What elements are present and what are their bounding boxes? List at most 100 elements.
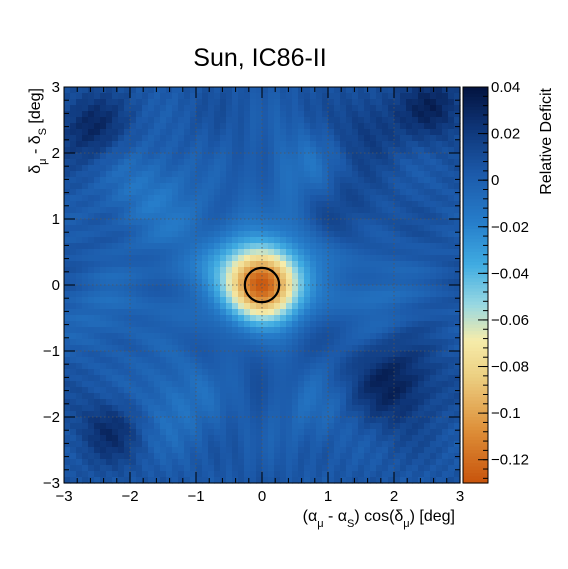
heatmap-cell: [292, 267, 299, 274]
heatmap-cell: [94, 87, 101, 94]
heatmap-cell: [226, 279, 233, 286]
heatmap-cell: [424, 111, 431, 118]
heatmap-cell: [142, 477, 149, 484]
heatmap-cell: [298, 195, 305, 202]
heatmap-cell: [286, 291, 293, 298]
x-axis-label: (αμ - αS) cos(δμ) [deg]: [303, 508, 455, 530]
heatmap-cell: [88, 381, 95, 388]
heatmap-cell: [142, 135, 149, 142]
heatmap-cell: [346, 375, 353, 382]
heatmap-cell: [250, 363, 257, 370]
heatmap-cell: [394, 195, 401, 202]
heatmap-cell: [124, 249, 131, 256]
heatmap-cell: [304, 393, 311, 400]
heatmap-cell: [178, 291, 185, 298]
heatmap-cell: [112, 177, 119, 184]
heatmap-cell: [100, 345, 107, 352]
heatmap-cell: [400, 99, 407, 106]
heatmap-cell: [166, 327, 173, 334]
heatmap-cell: [232, 201, 239, 208]
heatmap-cell: [346, 135, 353, 142]
heatmap-cell: [436, 381, 443, 388]
heatmap-cell: [382, 327, 389, 334]
heatmap-cell: [136, 417, 143, 424]
colorbar-segment: [463, 360, 488, 365]
heatmap-cell: [244, 267, 251, 274]
heatmap-cell: [178, 285, 185, 292]
heatmap-cell: [154, 195, 161, 202]
heatmap-cell: [304, 99, 311, 106]
heatmap-cell: [250, 213, 257, 220]
heatmap-cell: [118, 441, 125, 448]
heatmap-cell: [118, 327, 125, 334]
heatmap-cell: [352, 285, 359, 292]
heatmap-cell: [418, 417, 425, 424]
heatmap-cell: [196, 273, 203, 280]
heatmap-cell: [70, 357, 77, 364]
heatmap-cell: [148, 231, 155, 238]
heatmap-cell: [370, 333, 377, 340]
colorbar-segment: [463, 261, 488, 266]
heatmap-cell: [112, 375, 119, 382]
heatmap-cell: [214, 189, 221, 196]
heatmap-cell: [160, 291, 167, 298]
heatmap-cell: [340, 201, 347, 208]
heatmap-cell: [238, 471, 245, 478]
heatmap-cell: [262, 321, 269, 328]
heatmap-cell: [166, 333, 173, 340]
heatmap-cell: [112, 471, 119, 478]
heatmap-cell: [112, 453, 119, 460]
heatmap-cell: [142, 333, 149, 340]
heatmap-cell: [232, 423, 239, 430]
heatmap-cell: [424, 345, 431, 352]
heatmap-cell: [250, 147, 257, 154]
heatmap-cell: [322, 279, 329, 286]
heatmap-cell: [262, 213, 269, 220]
heatmap-cell: [370, 363, 377, 370]
colorbar-segment: [463, 238, 488, 243]
heatmap-cell: [94, 453, 101, 460]
heatmap-cell: [244, 285, 251, 292]
heatmap-cell: [118, 231, 125, 238]
heatmap-cell: [64, 363, 71, 370]
heatmap-cell: [328, 471, 335, 478]
heatmap-cell: [142, 393, 149, 400]
heatmap-cell: [400, 201, 407, 208]
heatmap-cell: [64, 237, 71, 244]
heatmap-cell: [178, 177, 185, 184]
heatmap-cell: [184, 339, 191, 346]
heatmap-cell: [190, 339, 197, 346]
heatmap-cell: [328, 201, 335, 208]
heatmap-cell: [364, 309, 371, 316]
heatmap-cell: [232, 243, 239, 250]
heatmap-cell: [106, 405, 113, 412]
heatmap-cell: [358, 213, 365, 220]
heatmap-cell: [142, 363, 149, 370]
heatmap-cell: [94, 195, 101, 202]
heatmap-cell: [64, 357, 71, 364]
heatmap-cell: [88, 375, 95, 382]
heatmap-cell: [190, 87, 197, 94]
heatmap-cell: [238, 267, 245, 274]
heatmap-cell: [268, 201, 275, 208]
heatmap-cell: [106, 237, 113, 244]
heatmap-cell: [214, 273, 221, 280]
heatmap-cell: [154, 285, 161, 292]
heatmap-cell: [310, 285, 317, 292]
heatmap-cell: [304, 459, 311, 466]
heatmap-cell: [370, 291, 377, 298]
heatmap-cell: [112, 315, 119, 322]
heatmap-cell: [352, 399, 359, 406]
heatmap-cell: [298, 441, 305, 448]
heatmap-cell: [304, 213, 311, 220]
heatmap-cell: [184, 459, 191, 466]
heatmap-cell: [310, 177, 317, 184]
heatmap-cell: [262, 423, 269, 430]
heatmap-cell: [436, 399, 443, 406]
heatmap-cell: [292, 195, 299, 202]
heatmap-cell: [400, 267, 407, 274]
heatmap-cell: [196, 405, 203, 412]
heatmap-cell: [184, 303, 191, 310]
heatmap-cell: [214, 393, 221, 400]
heatmap-cell: [382, 291, 389, 298]
